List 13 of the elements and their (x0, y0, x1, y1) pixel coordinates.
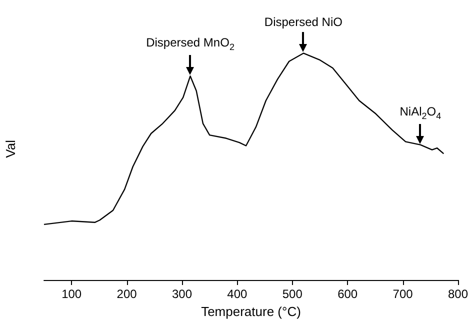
x-tick-label: 600 (338, 287, 358, 301)
x-tick-label: 200 (116, 287, 138, 301)
y-axis-title: Val (3, 140, 18, 158)
annotation: NiAl$_{2}$O$_{4}$ (400, 104, 442, 121)
x-axis-title: Temperature (°C) (201, 304, 301, 319)
x-tick-label: 700 (392, 287, 414, 301)
x-tick-label: 100 (62, 287, 82, 301)
x-tick-label: 400 (227, 287, 248, 301)
x-tick-label: 800 (448, 287, 468, 301)
x-tick-label: 500 (282, 287, 303, 301)
annotation: Dispersed NiO (264, 15, 342, 30)
x-tick-label: 300 (172, 287, 192, 301)
annotation: Dispersed MnO$_{2}$ (146, 36, 234, 52)
